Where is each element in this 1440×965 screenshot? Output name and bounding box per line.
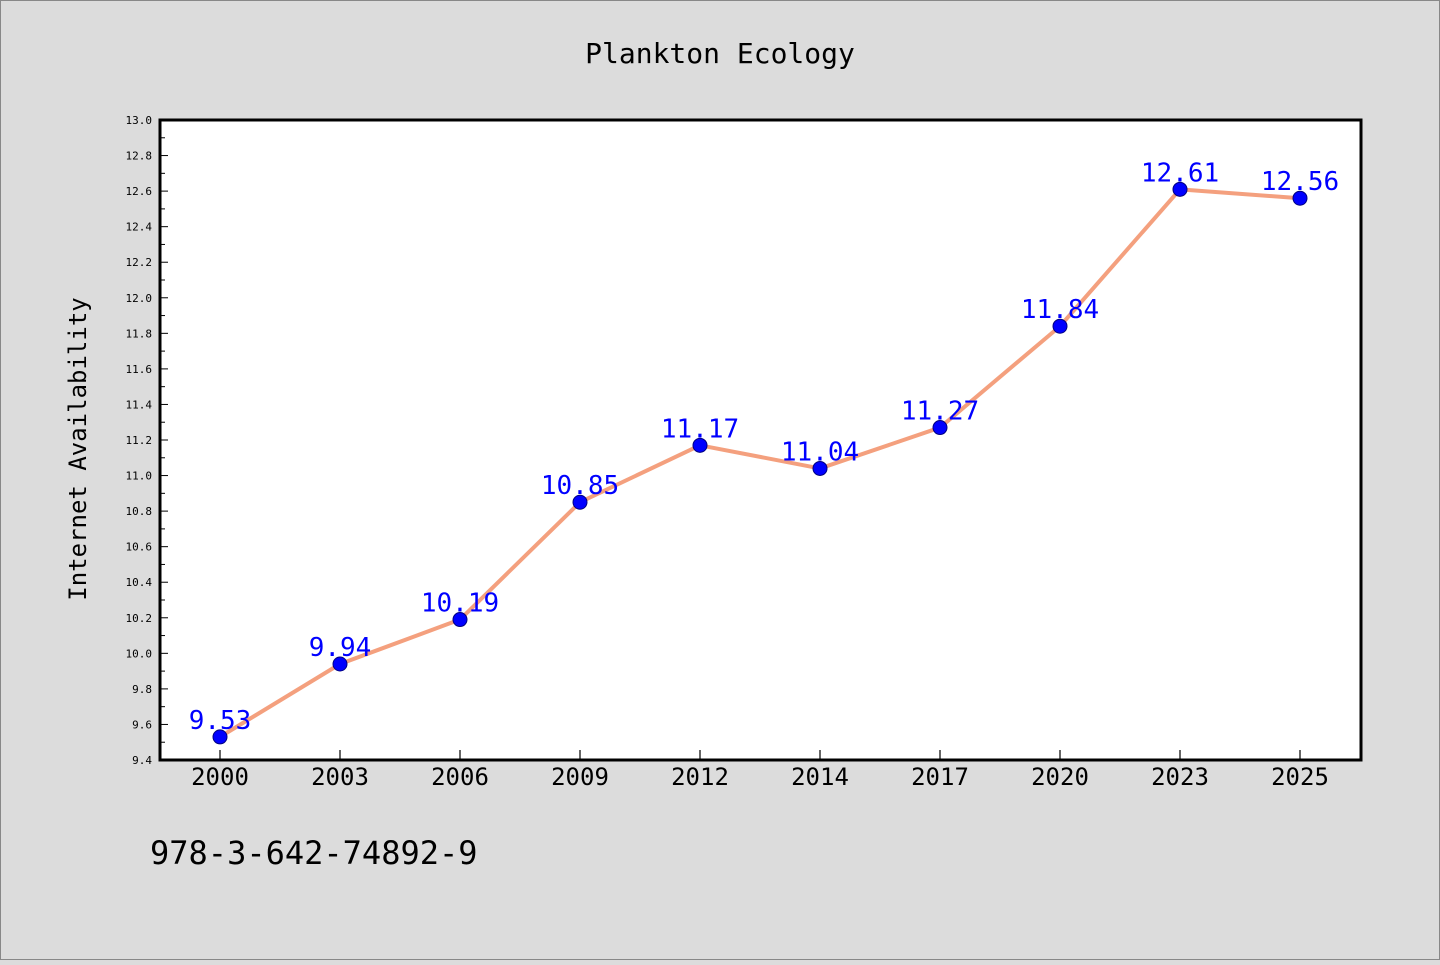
data-point <box>812 460 828 476</box>
data-point <box>452 612 468 628</box>
y-tick-label: 11.0 <box>126 470 153 483</box>
y-tick-label: 9.6 <box>132 718 152 731</box>
chart-title: Plankton Ecology <box>585 37 855 70</box>
x-tick-label: 2025 <box>1271 763 1329 791</box>
data-label: 10.85 <box>541 471 619 501</box>
y-axis-label: Internet Availability <box>64 297 92 600</box>
y-tick-label: 12.4 <box>126 221 153 234</box>
data-point <box>692 437 708 453</box>
y-tick-label: 12.6 <box>126 185 153 198</box>
series-line <box>218 187 1301 739</box>
y-tick-label: 9.4 <box>132 754 152 767</box>
y-tick-label: 10.6 <box>126 541 153 554</box>
x-tick-label: 2003 <box>311 763 369 791</box>
x-tick-label: 2012 <box>671 763 729 791</box>
data-point <box>332 656 348 672</box>
y-tick-label: 12.0 <box>126 292 153 305</box>
x-tick-label: 2020 <box>1031 763 1089 791</box>
data-label: 12.56 <box>1261 167 1339 197</box>
x-tick-label: 2014 <box>791 763 849 791</box>
data-label: 11.84 <box>1021 295 1099 325</box>
y-tick-label: 10.0 <box>126 647 153 660</box>
data-point <box>1172 181 1188 197</box>
y-tick-label: 13.0 <box>126 114 153 127</box>
data-label: 11.04 <box>781 437 859 467</box>
y-tick-label: 12.2 <box>126 256 153 269</box>
plot-area <box>158 118 1363 762</box>
y-tick-label: 11.4 <box>126 398 153 411</box>
x-axis-ticks: 2000 2003 2006 2009 2012 2014 2017 2020 2023 2025 <box>191 750 1329 791</box>
y-tick-label: 10.2 <box>126 612 153 625</box>
data-label: 9.53 <box>189 706 252 736</box>
y-tick-label: 9.8 <box>132 683 152 696</box>
isbn-text: 978-3-642-74892-9 <box>150 834 478 872</box>
data-label: 12.61 <box>1141 158 1219 188</box>
data-label: 11.17 <box>661 414 739 444</box>
data-label: 11.27 <box>901 397 979 427</box>
y-tick-label: 10.4 <box>126 576 153 589</box>
y-tick-label: 11.8 <box>126 327 153 340</box>
x-tick-label: 2009 <box>551 763 609 791</box>
y-axis-ticks: 9.4 9.6 9.8 10.0 10.2 10.4 10.6 10.8 11.0 11.2 11.… <box>126 114 168 767</box>
data-point <box>1052 318 1068 334</box>
y-tick-label: 11.6 <box>126 363 153 376</box>
y-tick-label: 11.2 <box>126 434 153 447</box>
data-label: 10.19 <box>421 589 499 619</box>
data-point <box>572 494 588 510</box>
data-point <box>932 420 948 436</box>
y-tick-label: 10.8 <box>126 505 153 518</box>
x-tick-label: 2000 <box>191 763 249 791</box>
x-tick-label: 2006 <box>431 763 489 791</box>
data-point <box>212 729 228 745</box>
series-layer: 9.53 9.94 10.19 10.85 11.17 11.04 11.27 11.84 12… <box>189 158 1339 745</box>
x-tick-label: 2017 <box>911 763 969 791</box>
data-point <box>1292 190 1308 206</box>
x-tick-label: 2023 <box>1151 763 1209 791</box>
data-label: 9.94 <box>309 633 372 663</box>
y-tick-label: 12.8 <box>126 150 153 163</box>
